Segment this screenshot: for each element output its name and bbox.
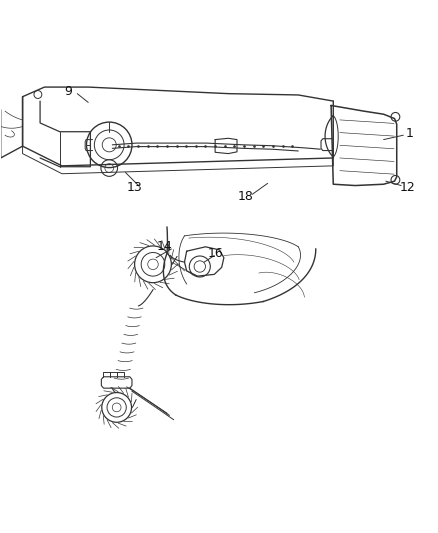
Text: 13: 13 (126, 181, 142, 194)
Text: 18: 18 (237, 190, 253, 203)
Text: 12: 12 (399, 181, 415, 194)
Text: 9: 9 (64, 85, 72, 98)
Text: 16: 16 (207, 247, 223, 260)
Text: 1: 1 (405, 126, 413, 140)
Text: 14: 14 (156, 240, 172, 253)
